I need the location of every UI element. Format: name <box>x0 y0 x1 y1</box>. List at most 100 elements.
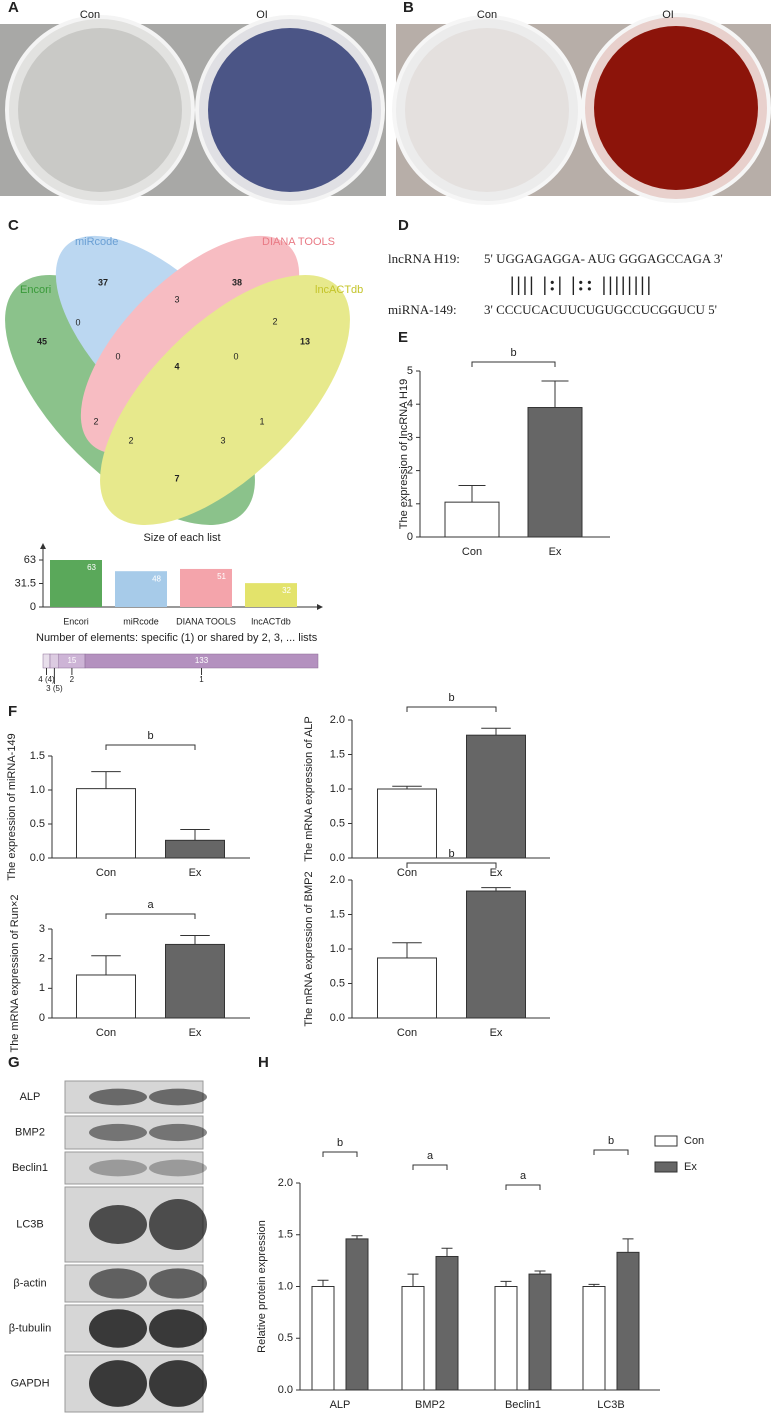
photo-label: Con <box>80 9 100 21</box>
segment-label: 3 (5) <box>46 684 63 693</box>
error-bar <box>500 1280 512 1287</box>
blot-strip <box>64 1151 204 1185</box>
y-tick-label: 2.0 <box>278 1177 293 1189</box>
x-tick-label: Con <box>96 867 116 879</box>
y-tick-label: 1.0 <box>30 784 45 796</box>
y-tick-label: 1 <box>407 498 413 510</box>
significance-label: b <box>608 1135 614 1147</box>
bar <box>115 571 167 607</box>
significance-bracket <box>322 1151 358 1157</box>
significance-label: a <box>147 899 154 911</box>
data-label: 63 <box>87 563 96 572</box>
data-label: 15 <box>67 656 76 665</box>
x-tick-label: LC3B <box>597 1399 625 1411</box>
legend-label: Ex <box>684 1161 697 1173</box>
significance-bracket <box>105 744 196 750</box>
blot-label: β-tubulin <box>9 1322 51 1334</box>
y-tick-label: 0 <box>30 601 36 613</box>
x-tick-label: Ex <box>189 1027 202 1039</box>
bar <box>76 974 136 1019</box>
y-tick-label: 1.5 <box>278 1229 293 1241</box>
bar <box>377 957 437 1019</box>
error-bar <box>458 485 486 503</box>
y-axis-label: The mRNA expression of BMP2 <box>303 871 315 1026</box>
y-tick-label: 1.0 <box>330 943 345 955</box>
error-bar <box>180 935 210 945</box>
y-axis-label: Relative protein expression <box>256 1220 268 1353</box>
venn-count: 0 <box>233 351 238 361</box>
seq-label: miRNA-149: <box>388 302 457 317</box>
y-axis-label: The expression of lncRNA H19 <box>398 379 410 529</box>
y-tick-label: 0 <box>39 1012 45 1024</box>
y-tick-label: 0.0 <box>30 852 45 864</box>
x-tick-label: DIANA TOOLS <box>176 616 236 626</box>
y-axis-label: The mRNA expression of ALP <box>303 716 315 862</box>
blot-label: Beclin1 <box>12 1162 48 1174</box>
significance-label: b <box>510 347 516 359</box>
x-tick-label: Con <box>96 1027 116 1039</box>
blot-band <box>89 1360 147 1407</box>
venn-count: 0 <box>115 351 120 361</box>
photo-b <box>392 13 771 205</box>
y-axis-label: The expression of miRNA-149 <box>6 733 18 880</box>
y-tick-label: 2 <box>407 465 413 477</box>
x-tick-label: Ex <box>490 1027 503 1039</box>
significance-label: b <box>448 848 454 860</box>
y-tick-label: 2.0 <box>330 714 345 726</box>
error-bar <box>534 1270 546 1275</box>
blot-band <box>149 1199 207 1250</box>
chart-title: Size of each list <box>143 532 220 544</box>
venn-set-label: DIANA TOOLS <box>262 236 335 248</box>
venn-count: 2 <box>128 435 133 445</box>
x-tick-label: Con <box>397 867 417 879</box>
venn-count: 13 <box>300 336 310 346</box>
significance-bracket <box>471 361 556 367</box>
y-tick-label: 1.0 <box>278 1280 293 1292</box>
error-bar <box>351 1235 363 1239</box>
blot-label: ALP <box>20 1091 41 1103</box>
significance-bracket <box>105 913 196 919</box>
y-axis-label: The mRNA expression of Run×2 <box>9 894 21 1052</box>
error-bar <box>91 955 121 975</box>
bar <box>466 734 526 859</box>
y-tick-label: 5 <box>407 365 413 377</box>
blot-band <box>89 1159 147 1177</box>
significance-label: a <box>520 1170 527 1182</box>
bar <box>527 407 583 538</box>
bar <box>494 1286 518 1391</box>
segment-label: 4 (4) <box>38 675 55 684</box>
y-tick-label: 0.0 <box>330 852 345 864</box>
y-tick-label: 1 <box>39 982 45 994</box>
photo-label: Con <box>477 9 497 21</box>
venn-count: 38 <box>232 277 242 287</box>
x-tick-label: lncACTdb <box>251 616 291 626</box>
photo-a <box>0 15 386 205</box>
x-tick-label: miRcode <box>123 616 159 626</box>
segment <box>42 653 51 669</box>
panel-label: D <box>398 217 409 234</box>
error-bar <box>407 1273 419 1287</box>
significance-bracket <box>505 1184 541 1190</box>
data-label: 32 <box>282 586 291 595</box>
venn-count: 2 <box>93 416 98 426</box>
panel-label: G <box>8 1054 20 1071</box>
bar <box>616 1251 640 1391</box>
bar <box>50 560 102 607</box>
blot-band <box>89 1268 147 1299</box>
bar <box>466 890 526 1019</box>
seq-label: lncRNA H19: <box>388 251 460 266</box>
bar <box>180 568 232 607</box>
significance-bracket <box>406 862 497 868</box>
legend-swatch <box>654 1135 678 1147</box>
data-label: 48 <box>152 574 161 583</box>
venn-set <box>100 275 350 525</box>
x-tick-label: Beclin1 <box>505 1399 541 1411</box>
venn-set-label: lncACTdb <box>315 284 363 296</box>
venn-count: 4 <box>174 361 179 371</box>
venn-count: 3 <box>174 294 179 304</box>
error-bar <box>317 1279 329 1287</box>
y-tick-label: 0.5 <box>330 977 345 989</box>
bar <box>377 788 437 859</box>
bar <box>245 583 297 607</box>
venn-count: 7 <box>174 473 179 483</box>
